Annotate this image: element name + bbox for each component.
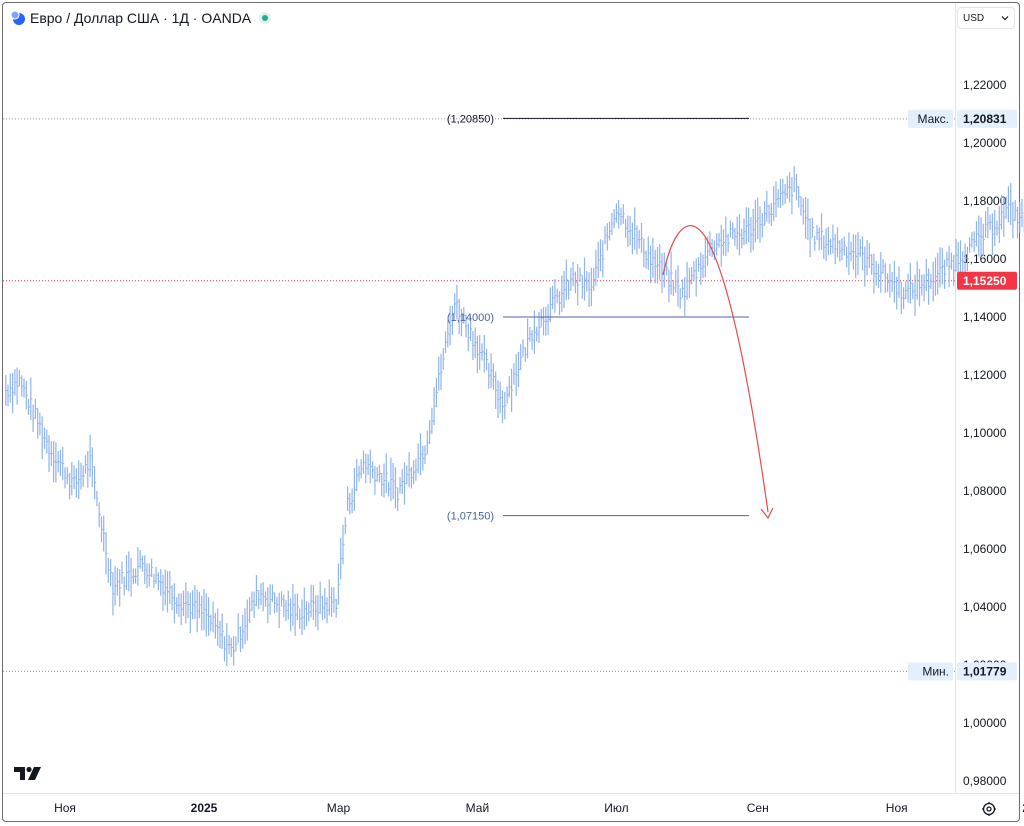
last-price-badge-bg	[957, 271, 1017, 290]
time-tick-label: 2025	[191, 801, 218, 815]
time-axis-border	[3, 793, 1019, 794]
currency-label: USD	[963, 12, 985, 24]
market-status-icon[interactable]	[259, 12, 272, 24]
settings-icon[interactable]	[980, 800, 998, 818]
price-tick-label: 0,98000	[963, 774, 1007, 788]
symbol-logo-icon	[10, 10, 25, 25]
price-tick-label: 1,22000	[963, 78, 1007, 92]
time-tick-label: Ноя	[54, 801, 76, 815]
price-tick-label: 1,08000	[963, 484, 1007, 498]
symbol-header[interactable]: Евро / Доллар США · 1Д · OANDA	[10, 8, 272, 28]
time-tick-label: 2026	[1022, 801, 1024, 815]
price-tick-label: 1,20000	[963, 136, 1007, 150]
price-tick-label: 1,16000	[963, 252, 1007, 266]
max-price-badge-bg	[957, 109, 1017, 128]
time-tick-label: Сен	[747, 801, 769, 815]
symbol-title: Евро / Доллар США · 1Д · OANDA	[30, 10, 252, 26]
level-label: (1,14000)	[447, 312, 494, 324]
time-tick-label: Мар	[327, 801, 351, 815]
price-tick-label: 1,18000	[963, 194, 1007, 208]
price-tick-label: 1,12000	[963, 368, 1007, 382]
price-tick-label: 1,06000	[963, 542, 1007, 556]
min-price-badge-bg	[957, 662, 1017, 681]
price-axis-border	[955, 3, 956, 793]
price-tick-label: 1,04000	[963, 600, 1007, 614]
forecast-arrowhead	[760, 507, 774, 520]
time-tick-label: Ноя	[886, 801, 908, 815]
time-tick-label: Июл	[604, 801, 628, 815]
max-price-badge-tag: Макс.	[917, 112, 949, 126]
forecast-arrow	[662, 225, 769, 513]
level-label: (1,20850)	[447, 113, 494, 125]
price-tick-label: 1,00000	[963, 716, 1007, 730]
time-tick-label: Май	[466, 801, 490, 815]
currency-select[interactable]: USD	[957, 7, 1015, 29]
last-price-badge-value: 1,15250	[963, 274, 1007, 288]
max-price-badge-tag-bg	[908, 109, 953, 128]
level-label: (1,07150)	[447, 511, 494, 523]
min-price-badge-tag-bg	[908, 662, 953, 681]
min-price-badge-value: 1,01779	[963, 664, 1007, 678]
price-tick-label: 1,14000	[963, 310, 1007, 324]
tradingview-logo-icon[interactable]	[12, 764, 44, 782]
price-tick-label: 1,10000	[963, 426, 1007, 440]
max-price-badge-value: 1,20831	[963, 112, 1007, 126]
min-price-badge-tag: Мин.	[922, 664, 949, 678]
chevron-down-icon	[1001, 16, 1009, 21]
